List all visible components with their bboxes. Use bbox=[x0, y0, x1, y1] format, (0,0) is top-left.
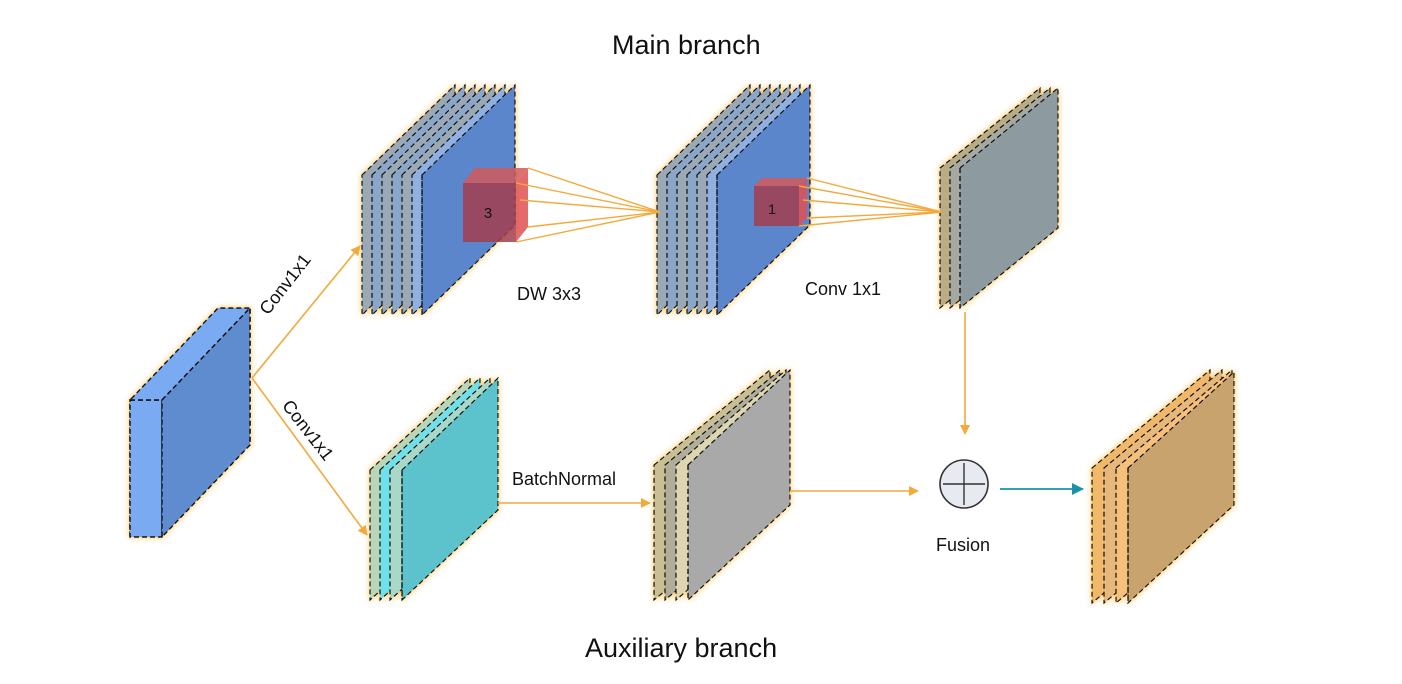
flow-arrows bbox=[251, 245, 970, 536]
input-feature-block bbox=[128, 306, 252, 539]
pw-projection-lines bbox=[798, 177, 943, 227]
main-output-stack bbox=[939, 86, 1059, 310]
arrow-to-aux-branch bbox=[251, 377, 368, 536]
dw-projection-lines bbox=[515, 167, 661, 243]
arrow-to-main-branch bbox=[251, 245, 361, 379]
fusion-node bbox=[939, 459, 989, 509]
batchnormal-label: BatchNormal bbox=[512, 469, 617, 489]
dw-label: DW 3x3 bbox=[517, 284, 582, 304]
main-branch-title: Main branch bbox=[612, 30, 761, 60]
aux-input-stack bbox=[369, 376, 499, 602]
main-depthwise-stack bbox=[656, 83, 811, 317]
dw-kernel-cube bbox=[463, 168, 528, 242]
pw-kernel-label: 1 bbox=[768, 201, 776, 217]
aux-batchnorm-stack bbox=[653, 368, 791, 602]
dw-kernel-label: 3 bbox=[484, 205, 492, 222]
pw-kernel-cube bbox=[754, 178, 807, 226]
conv-1x1-label: Conv 1x1 bbox=[805, 279, 882, 299]
fused-output-stack bbox=[1091, 368, 1235, 605]
fusion-label: Fusion bbox=[936, 535, 991, 555]
auxiliary-branch-title: Auxiliary branch bbox=[585, 633, 778, 663]
